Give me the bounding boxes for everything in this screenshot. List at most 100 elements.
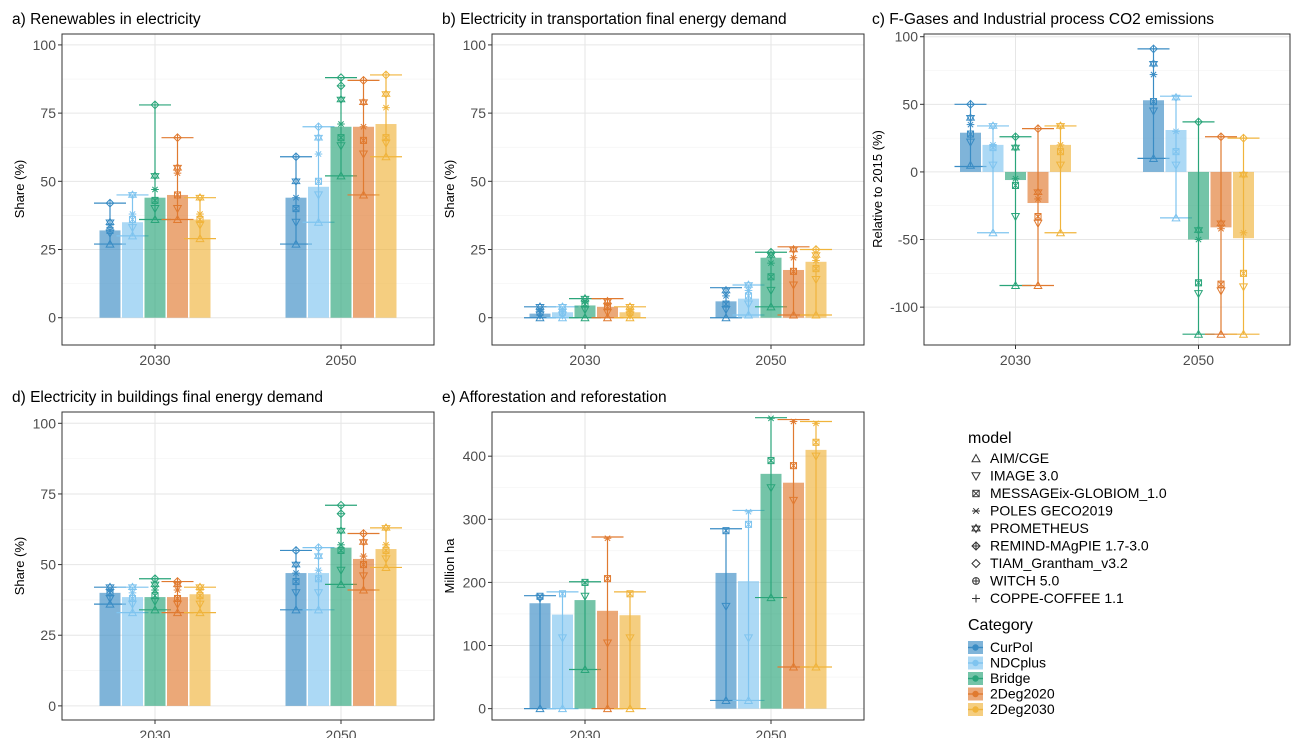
point-CurPol-2030 [535,312,545,322]
point-2Deg2030-2050 [381,151,391,161]
point-NDCplus-2050 [743,280,754,290]
point-2Deg2020-2050 [788,310,799,319]
point-NDCplus-2030 [128,589,137,596]
x-tick-label: 2050 [325,727,356,738]
point-2Deg2020-2050 [359,561,368,569]
legend-category-title: Category [968,617,1033,634]
panel-c: c) F-Gases and Industrial process CO2 em… [870,11,1291,368]
point-NDCplus-2050 [743,300,754,309]
point-Bridge-2030 [150,574,160,584]
circle-plus-icon [972,577,980,585]
point-2Deg2020-2050 [789,462,798,470]
panel-b-plot: 0 25 50 75 100 2030 2050 [463,33,865,368]
point-CurPol-2050 [292,194,300,201]
point-NDCplus-2050 [314,567,323,574]
panel-c-title: c) F-Gases and Industrial process CO2 em… [872,11,1214,28]
point-2Deg2030-2050 [1239,229,1248,236]
point-2Deg2030-2050 [382,546,390,554]
point-2Deg2030-2050 [381,555,391,564]
point-2Deg2030-2050 [381,70,391,80]
legend-category-label: NDCplus [990,655,1046,671]
legend-category-item: NDCplus [968,655,1046,671]
point-Bridge-2030 [150,604,160,614]
point-2Deg2020-2030 [602,296,613,307]
point-2Deg2030-2050 [382,104,390,111]
point-2Deg2020-2050 [788,496,799,506]
errorbar-2Deg2030-2030 [1044,125,1077,234]
point-2Deg2030-2050 [381,523,391,533]
point-2Deg2020-2030 [172,214,183,224]
bar-2Deg2030-2030 [189,219,211,318]
point-NDCplus-2050 [1172,128,1180,135]
point-2Deg2020-2030 [173,594,182,603]
point-2Deg2030-2050 [381,139,391,148]
point-Bridge-2030 [1010,280,1021,290]
point-2Deg2030-2050 [811,452,821,462]
point-NDCplus-2050 [313,604,324,614]
bar-CurPol-2050 [285,197,307,318]
point-CurPol-2030 [536,308,544,316]
y-tick-label: 200 [463,574,487,590]
point-NDCplus-2030 [988,121,998,131]
legend-swatch-dot [972,706,979,713]
legend-model-item: POLES GECO2019 [972,503,1113,519]
point-2Deg2020-2050 [359,136,368,144]
y-tick-label: 300 [463,511,487,527]
point-NDCplus-2030 [557,302,568,312]
panel-d-ylabel: Share (%) [12,537,27,596]
point-2Deg2030-2030 [1055,121,1066,131]
y-tick-label: 0 [478,701,486,717]
point-2Deg2020-2030 [602,308,613,318]
star-of-david-icon [971,523,981,534]
point-NDCplus-2030 [557,312,568,322]
panel-d-title: d) Electricity in buildings final energy… [12,389,323,406]
point-2Deg2030-2050 [1238,283,1249,292]
point-NDCplus-2050 [1171,213,1181,222]
point-CurPol-2050 [721,312,731,322]
point-Bridge-2030 [150,100,160,110]
point-2Deg2020-2050 [358,537,369,547]
point-NDCplus-2050 [744,292,753,300]
point-2Deg2030-2050 [811,310,821,319]
point-Bridge-2050 [336,81,346,91]
point-NDCplus-2050 [313,191,324,200]
panel-c-plot: -100 -50 0 50 100 2030 2050 [890,29,1291,368]
plot-border [923,33,1291,346]
point-Bridge-2050 [1193,225,1204,235]
point-NDCplus-2030 [128,594,137,603]
y-tick-label: 0 [48,698,56,714]
point-NDCplus-2050 [744,508,753,515]
point-CurPol-2050 [1148,59,1159,69]
point-2Deg2020-2030 [1033,124,1043,134]
point-CurPol-2030 [536,592,544,600]
legend-model-item: MESSAGEix-GLOBIOM_1.0 [972,485,1167,501]
x-tick-label: 2030 [139,352,170,368]
point-CurPol-2050 [291,589,301,598]
y-tick-label: 100 [463,638,487,654]
point-NDCplus-2030 [557,703,568,713]
point-2Deg2020-2030 [172,607,183,617]
errorbar-NDCplus-2030 [977,125,1009,234]
point-CurPol-2050 [292,578,300,586]
bar-CurPol-2030 [99,592,121,706]
point-CurPol-2030 [105,599,115,608]
point-NDCplus-2030 [127,607,138,617]
point-NDCplus-2050 [314,177,323,185]
panel-e-plot: 0 100 200 300 400 2030 2050 [463,411,865,743]
point-Bridge-2030 [150,205,160,214]
point-2Deg2020-2030 [173,191,182,199]
point-CurPol-2050 [291,239,301,248]
plot-border [491,411,865,721]
point-NDCplus-2050 [314,151,323,158]
x-tick-label: 2050 [1183,352,1214,368]
x-tick-label: 2030 [1000,352,1031,368]
point-CurPol-2030 [965,99,976,109]
point-2Deg2030-2030 [195,221,205,230]
point-NDCplus-2030 [558,590,567,598]
bar-2Deg2020-2030 [167,597,188,706]
bar-2Deg2030-2030 [189,594,211,706]
y-tick-label: 25 [470,242,486,258]
legend-swatch-dot [972,690,979,698]
